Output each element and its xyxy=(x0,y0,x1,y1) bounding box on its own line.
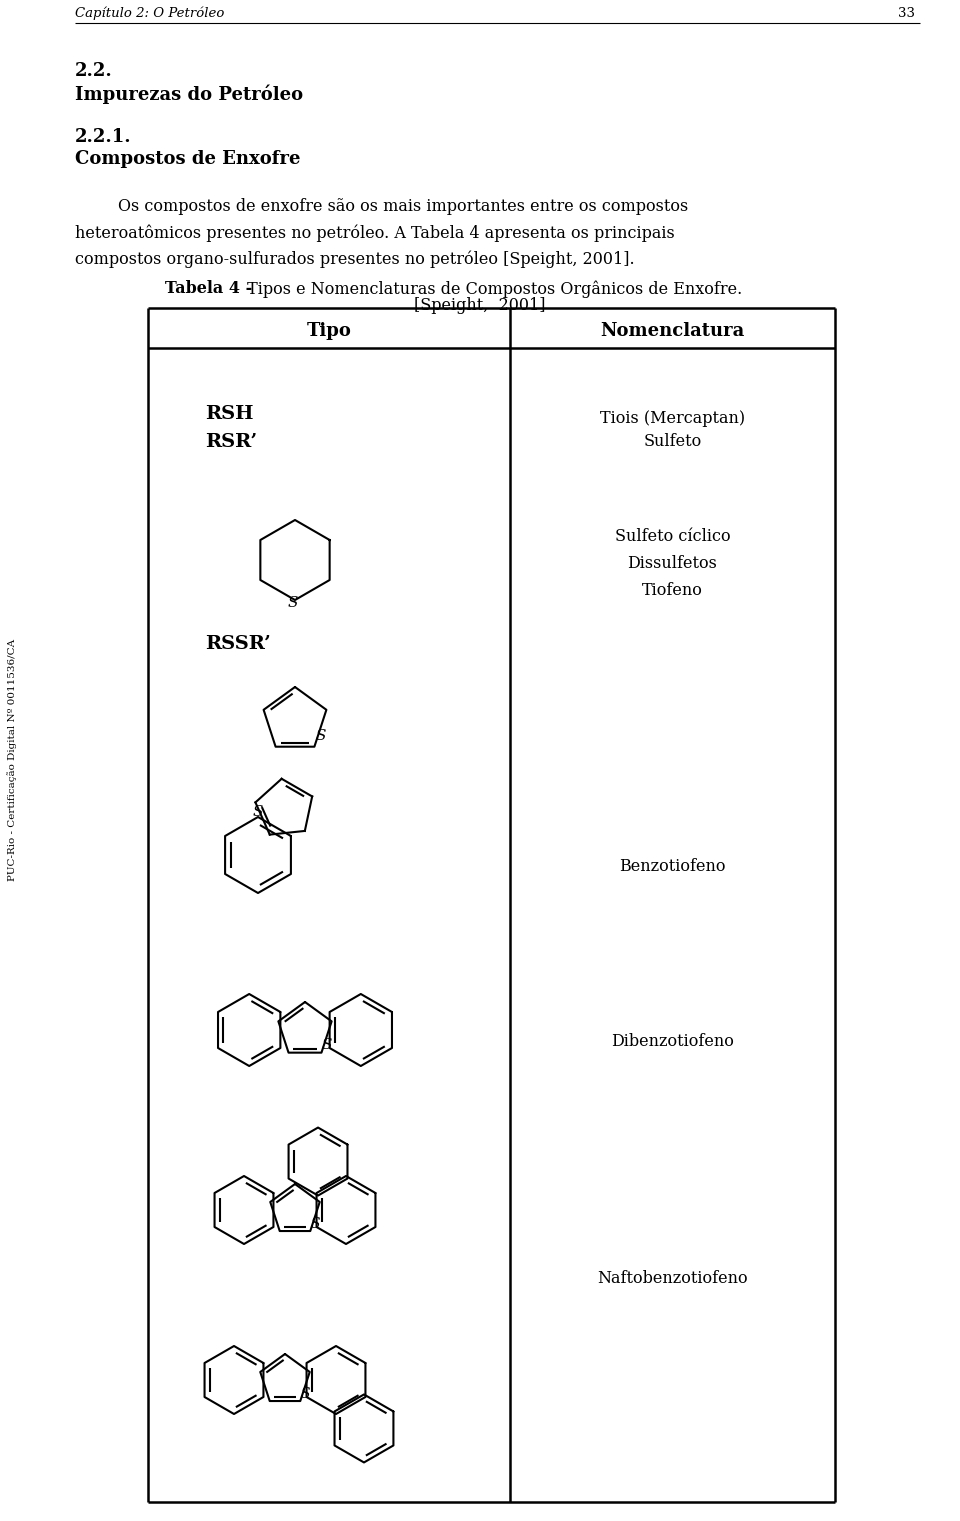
Text: Naftobenzotiofeno: Naftobenzotiofeno xyxy=(597,1270,748,1287)
Text: heteroatômicos presentes no petróleo. A Tabela 4 apresenta os principais: heteroatômicos presentes no petróleo. A … xyxy=(75,224,675,242)
Text: 33: 33 xyxy=(898,8,915,20)
Text: Tiois (Mercaptan): Tiois (Mercaptan) xyxy=(600,411,745,427)
Text: compostos organo-sulfurados presentes no petróleo [Speight, 2001].: compostos organo-sulfurados presentes no… xyxy=(75,249,635,268)
Text: S: S xyxy=(288,596,299,610)
Text: [Speight,  2001]: [Speight, 2001] xyxy=(415,297,545,313)
Text: Compostos de Enxofre: Compostos de Enxofre xyxy=(75,151,300,167)
Text: S: S xyxy=(300,1387,310,1401)
Text: Impurezas do Petróleo: Impurezas do Petróleo xyxy=(75,84,303,103)
Text: Dibenzotiofeno: Dibenzotiofeno xyxy=(612,1033,734,1049)
Text: RSR’: RSR’ xyxy=(205,433,257,452)
Text: PUC-Rio - Certificação Digital Nº 0011536/CA: PUC-Rio - Certificação Digital Nº 001153… xyxy=(7,639,17,881)
Text: Tiofeno: Tiofeno xyxy=(642,583,703,599)
Text: Benzotiofeno: Benzotiofeno xyxy=(619,858,726,875)
Text: S: S xyxy=(310,1217,320,1232)
Text: S: S xyxy=(252,806,263,820)
Text: Tabela 4 -: Tabela 4 - xyxy=(165,280,252,297)
Text: Nomenclatura: Nomenclatura xyxy=(600,322,745,341)
Text: Sulfeto: Sulfeto xyxy=(643,433,702,450)
Text: Dissulfetos: Dissulfetos xyxy=(628,555,717,572)
Text: 2.2.1.: 2.2.1. xyxy=(75,128,132,146)
Text: RSSR’: RSSR’ xyxy=(205,634,271,653)
Text: S: S xyxy=(322,1037,332,1053)
Text: Sulfeto cíclico: Sulfeto cíclico xyxy=(614,528,731,545)
Text: Os compostos de enxofre são os mais importantes entre os compostos: Os compostos de enxofre são os mais impo… xyxy=(118,198,688,214)
Text: RSH: RSH xyxy=(205,405,253,423)
Text: 2.2.: 2.2. xyxy=(75,62,112,81)
Text: Capítulo 2: O Petróleo: Capítulo 2: O Petróleo xyxy=(75,8,225,20)
Text: Tipos e Nomenclaturas de Compostos Orgânicos de Enxofre.: Tipos e Nomenclaturas de Compostos Orgân… xyxy=(242,280,742,298)
Text: Tipo: Tipo xyxy=(306,322,351,341)
Text: S: S xyxy=(315,729,325,744)
